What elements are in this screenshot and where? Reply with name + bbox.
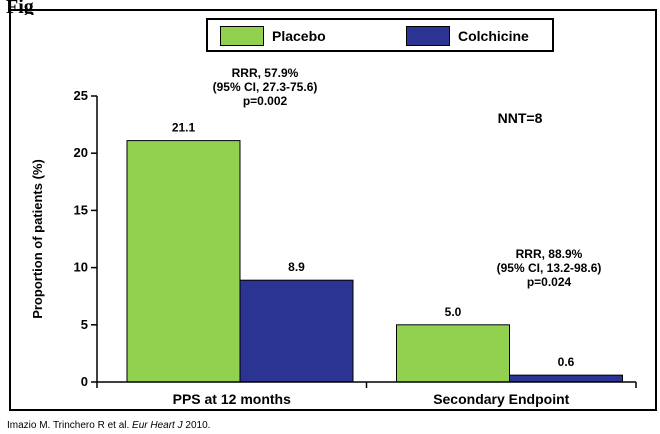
legend-swatch-colchicine: [406, 26, 450, 46]
data-label: 8.9: [288, 260, 305, 274]
legend: Placebo Colchicine: [206, 18, 554, 52]
y-axis-label: Proportion of patients (%): [30, 159, 45, 319]
citation: Imazio M. Trinchero R et al. Eur Heart J…: [7, 420, 210, 431]
stat-line-p: p=0.024: [526, 275, 572, 289]
stat-line-rrr: RRR, 88.9%: [515, 247, 583, 261]
x-tick-label: PPS at 12 months: [173, 391, 291, 407]
y-tick-label: 25: [74, 88, 88, 103]
chart-frame: [9, 9, 657, 411]
y-tick-label: 10: [74, 260, 88, 275]
citation-year: 2010.: [185, 420, 211, 431]
legend-swatch-placebo: [220, 26, 264, 46]
legend-label-colchicine: Colchicine: [458, 28, 529, 44]
stat-line-rrr: RRR, 57.9%: [231, 66, 299, 80]
data-label: 21.1: [172, 121, 196, 135]
data-label: 0.6: [558, 355, 575, 369]
legend-label-placebo: Placebo: [272, 28, 326, 44]
stat-line-ci: (95% CI, 13.2-98.6): [496, 261, 602, 275]
stat-line-ci: (95% CI, 27.3-75.6): [212, 80, 318, 94]
citation-journal: Eur Heart J: [132, 420, 183, 431]
nnt-label: NNT=8: [497, 110, 543, 126]
y-tick-label: 20: [74, 145, 88, 160]
legend-item-colchicine: Colchicine: [406, 26, 529, 46]
y-tick-label: 15: [74, 202, 88, 217]
x-tick-label: Secondary Endpoint: [433, 391, 569, 407]
bar-colchicine-0: [239, 279, 354, 383]
stat-annotation-pps: RRR, 57.9% (95% CI, 27.3-75.6) p=0.002: [160, 66, 370, 108]
slide-title: Fig: [6, 0, 34, 15]
bar-placebo-1: [396, 324, 510, 383]
citation-authors: Imazio M. Trinchero R et al.: [7, 420, 130, 431]
y-tick-label: 0: [81, 374, 88, 389]
bar-placebo-0: [126, 140, 241, 383]
legend-item-placebo: Placebo: [220, 26, 326, 46]
y-tick-label: 5: [81, 317, 88, 332]
data-label: 5.0: [445, 305, 462, 319]
stat-line-p: p=0.002: [242, 94, 288, 108]
bar-colchicine-1: [509, 374, 623, 383]
stat-annotation-secondary: RRR, 88.9% (95% CI, 13.2-98.6) p=0.024: [444, 247, 654, 289]
